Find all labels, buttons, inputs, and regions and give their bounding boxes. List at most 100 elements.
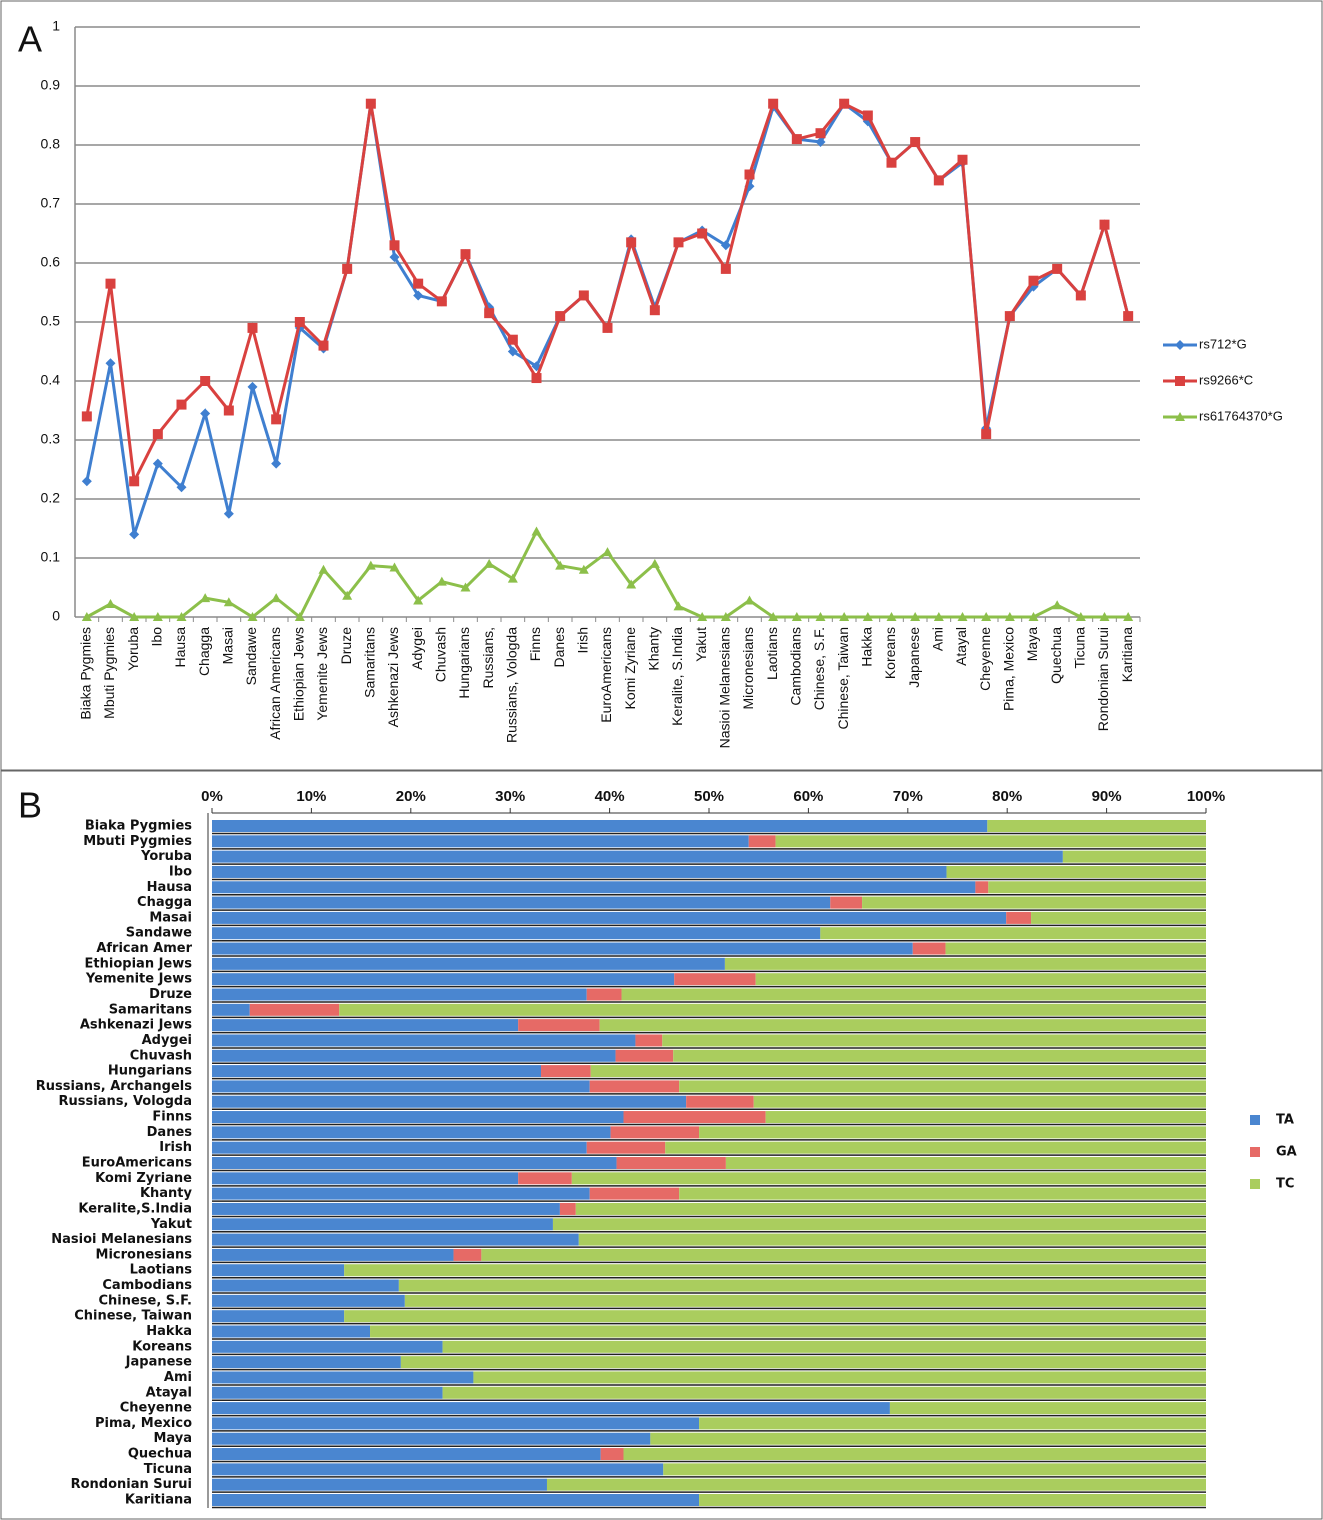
- marker: [223, 597, 234, 607]
- panel-label: B: [18, 785, 42, 826]
- legend-swatch: [1250, 1179, 1260, 1189]
- x-tick-label: Druze: [338, 627, 354, 665]
- x-tick-label: Cheyenne: [977, 627, 993, 691]
- marker: [768, 612, 779, 621]
- y-tick-label: Pima, Mexico: [95, 1416, 192, 1431]
- marker: [484, 308, 495, 319]
- marker: [389, 252, 400, 263]
- y-tick-label: Laotians: [130, 1263, 193, 1278]
- panel-frame: [0, 770, 1323, 1520]
- marker: [413, 278, 424, 289]
- bar-segment: [725, 1157, 1206, 1169]
- bar-segment: [679, 1080, 1206, 1093]
- bar-segment: [674, 973, 756, 986]
- marker: [578, 290, 589, 301]
- y-tick-label: 1: [52, 18, 60, 34]
- y-tick-label: 0.7: [41, 195, 61, 211]
- panel-frame: [0, 0, 1323, 771]
- marker: [815, 137, 826, 148]
- panel-label: A: [18, 19, 42, 60]
- marker: [318, 564, 329, 574]
- bar-segment: [339, 1003, 1206, 1016]
- bar-segment: [546, 1478, 1206, 1491]
- legend-label: rs61764370*G: [1199, 408, 1283, 423]
- marker: [720, 263, 731, 274]
- y-tick-label: Keralite,S.India: [78, 1201, 192, 1216]
- marker: [436, 576, 447, 586]
- bar-segment: [398, 1279, 1206, 1292]
- x-tick-label: Chinese, Taiwan: [835, 627, 851, 729]
- marker: [744, 169, 755, 180]
- marker: [247, 322, 258, 333]
- legend-label: GA: [1276, 1145, 1297, 1160]
- marker: [649, 305, 660, 316]
- x-tick-label: Danes: [551, 627, 567, 667]
- y-tick-label: Russians, Vologda: [59, 1094, 192, 1109]
- bar-segment: [212, 1065, 542, 1078]
- marker: [602, 547, 613, 557]
- x-tick-label: Mbuti Pygmies: [101, 627, 117, 719]
- y-tick-label: Atayal: [146, 1385, 192, 1400]
- bar-segment: [665, 1141, 1206, 1154]
- marker: [744, 595, 755, 605]
- marker: [981, 612, 992, 621]
- bar-segment: [212, 1248, 454, 1261]
- marker: [886, 612, 897, 621]
- legend-label: rs712*G: [1199, 336, 1247, 351]
- bar-segment: [1031, 911, 1206, 924]
- bar-segment: [912, 942, 946, 955]
- marker: [200, 408, 211, 419]
- bar-segment: [212, 1402, 890, 1415]
- marker: [649, 558, 660, 568]
- marker: [697, 228, 708, 239]
- x-tick-label: EuroAmericans: [598, 627, 614, 723]
- y-tick-label: Ami: [164, 1370, 192, 1385]
- marker: [720, 240, 731, 251]
- x-tick-label: Ashkenazi Jews: [385, 627, 401, 727]
- bar-segment: [212, 927, 821, 940]
- marker: [389, 562, 400, 572]
- y-tick-label: Chuvash: [130, 1048, 192, 1063]
- y-tick-label: 0.1: [41, 549, 61, 565]
- bar-segment: [212, 1494, 700, 1506]
- marker: [460, 582, 471, 592]
- marker: [1004, 311, 1015, 322]
- y-tick-label: Komi Zyriane: [95, 1171, 192, 1186]
- x-tick-label: Yoruba: [125, 627, 141, 671]
- bar-segment: [212, 988, 587, 1001]
- marker: [223, 508, 234, 519]
- bar-segment: [946, 865, 1206, 878]
- x-tick-label: Keralite, S.India: [669, 627, 685, 726]
- x-tick-label: 30%: [495, 788, 525, 805]
- bar-segment: [212, 1310, 345, 1323]
- y-tick-label: Chagga: [137, 895, 192, 910]
- bar-segment: [212, 1049, 616, 1062]
- marker: [1028, 612, 1039, 621]
- bar-segment: [212, 1080, 590, 1093]
- marker: [413, 595, 424, 605]
- marker: [981, 429, 992, 440]
- marker: [318, 340, 329, 351]
- bar-segment: [830, 896, 863, 909]
- marker: [176, 482, 187, 493]
- marker: [531, 373, 542, 384]
- bar-segment: [590, 1065, 1206, 1078]
- bar-segment: [699, 1494, 1206, 1506]
- bar-segment: [212, 1478, 547, 1491]
- x-tick-label: Khanty: [646, 627, 662, 671]
- marker: [933, 175, 944, 186]
- x-tick-label: 90%: [1092, 788, 1122, 805]
- bar-segment: [212, 820, 988, 832]
- x-tick-label: Japanese: [906, 627, 922, 688]
- marker: [815, 612, 826, 621]
- y-tick-label: Japanese: [125, 1355, 192, 1370]
- marker: [1175, 340, 1185, 350]
- marker: [81, 612, 92, 621]
- marker: [129, 529, 140, 540]
- y-tick-label: African Amer: [96, 941, 192, 956]
- bar-segment: [575, 1202, 1206, 1215]
- x-tick-label: 80%: [992, 788, 1022, 805]
- y-tick-label: Druze: [149, 987, 192, 1002]
- y-tick-label: Hausa: [147, 880, 192, 895]
- marker: [129, 476, 140, 487]
